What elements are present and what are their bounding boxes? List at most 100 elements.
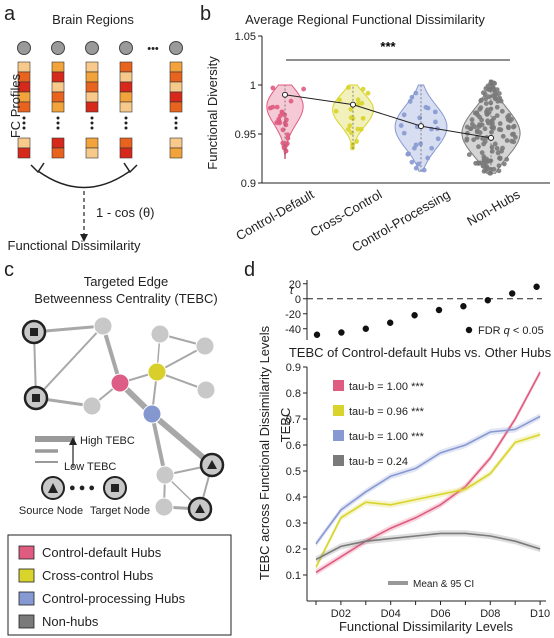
source-node-key (41, 476, 65, 500)
legend-swatch (18, 614, 35, 629)
violin-point (280, 127, 286, 133)
column-dot (56, 121, 60, 125)
t-y-tick-label: -40 (285, 324, 301, 336)
fc-cell (119, 71, 133, 83)
panel-label-d: d (244, 259, 255, 281)
cross-control-hub-node (147, 362, 167, 382)
low-tebc-label: Low TEBC (64, 461, 116, 473)
column-dot (56, 126, 60, 130)
violin-point (413, 142, 419, 148)
violin-point (466, 152, 472, 157)
t-point (533, 283, 540, 290)
violin-point (423, 104, 429, 110)
fc-cell (85, 61, 99, 73)
fc-cell (85, 101, 99, 113)
fc-cell (51, 101, 65, 113)
violin-point (281, 143, 287, 149)
category-label: Non-Hubs (464, 186, 523, 229)
mean-marker (488, 134, 494, 141)
fc-cell (119, 137, 133, 149)
network-node (155, 465, 175, 485)
tebc-line-chart: 0.1 0.2 0.3 0.4 0.5 0.6 0.7 0.8 0.9 D02 D04 D06 D08 D… (286, 362, 550, 620)
series-legend-label: tau-b = 1.00 *** (349, 381, 425, 393)
violin-point (499, 108, 505, 114)
tebc-y-axis-label: TEBC (278, 408, 293, 443)
arc-arrow-left (30, 162, 45, 174)
violin-point (491, 85, 496, 91)
panel-a-title: Brain Regions (52, 12, 134, 27)
violin-point (504, 138, 510, 143)
column-dot (22, 116, 26, 120)
column-dot (90, 116, 94, 120)
t-statistic-chart: -40 -20 0 20t FDR q < 0.05 (285, 279, 544, 340)
panel-label-b: b (200, 3, 211, 25)
violin-point (279, 109, 285, 115)
fc-cell (169, 147, 183, 159)
violin-point (499, 148, 504, 154)
ci-legend-label: Mean & 95 CI (413, 579, 474, 590)
violin-point (398, 123, 404, 128)
target-marker (30, 328, 38, 336)
violin-chart-title: Average Regional Functional Dissimilarit… (245, 12, 485, 27)
violin-point (497, 121, 503, 126)
column-ellipsis: ••• (147, 43, 159, 55)
network-edge (150, 413, 167, 476)
mean-marker (350, 101, 356, 108)
legend-swatch (18, 568, 35, 583)
column-dot (124, 116, 128, 120)
fc-cell (85, 71, 99, 83)
y-tick-label: 1.05 (235, 31, 256, 43)
violin-point (409, 94, 415, 100)
legend-label: Cross-control Hubs (42, 568, 154, 583)
source-node-label: Source Node (19, 505, 83, 517)
violin-point (505, 114, 510, 120)
violin-point (485, 83, 491, 89)
fc-cell (169, 71, 183, 83)
violin-point (464, 136, 470, 142)
fdr-annotation: FDR q < 0.05 (478, 325, 544, 337)
violin-point (354, 139, 360, 144)
brain-region-node (85, 41, 99, 55)
violin-point (348, 106, 354, 112)
series-line (315, 371, 541, 574)
tebc-y-tick-label: 0.9 (286, 362, 301, 374)
functional-dissimilarity-label: Functional Dissimilarity (8, 238, 141, 253)
y-tick-label: 0.9 (241, 178, 256, 190)
violin-point (512, 134, 518, 140)
violin-point (358, 126, 364, 132)
network-node (82, 396, 102, 416)
violin-point (471, 137, 477, 143)
violin-point (498, 127, 504, 133)
fc-cell (169, 61, 183, 73)
violin-point (347, 123, 353, 129)
violin-point (476, 124, 482, 129)
network-node (195, 336, 215, 356)
violin-point (488, 166, 494, 172)
column-dot (56, 116, 60, 120)
panel-d-side-label: TEBC across Functional Dissimilarity Lev… (257, 325, 272, 580)
violin-point (489, 129, 494, 135)
tebc-y-tick-label: 0.6 (286, 440, 301, 452)
violin-point (492, 90, 498, 96)
arc-arrow-right (123, 162, 138, 174)
significance-marker: *** (380, 39, 396, 54)
series-line (315, 415, 541, 545)
column-dot (124, 121, 128, 125)
t-y-tick-label: -20 (285, 309, 301, 321)
violin-point (511, 123, 517, 129)
violin-point (491, 80, 497, 86)
panel-label-a: a (4, 3, 16, 25)
brain-region-node (51, 41, 65, 55)
fc-profile-column (85, 61, 99, 159)
mean-trend-line (284, 94, 492, 139)
fc-profile-column (119, 61, 133, 159)
column-dot (90, 121, 94, 125)
violin-point (416, 161, 421, 167)
column-dot (124, 126, 128, 130)
fc-cell (85, 81, 99, 93)
violin-point (486, 110, 491, 116)
fc-cell (17, 61, 31, 73)
violin-point (270, 85, 276, 91)
violin-point (480, 90, 486, 96)
fc-cell (85, 137, 99, 149)
